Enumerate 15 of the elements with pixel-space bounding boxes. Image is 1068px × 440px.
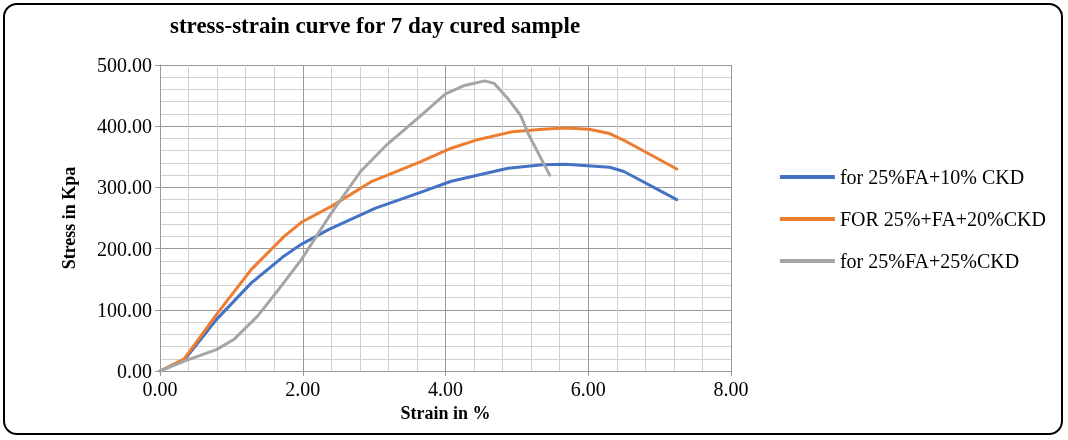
x-tick-label: 6.00 (570, 378, 606, 400)
y-tick-label: 100.00 (97, 298, 152, 321)
y-axis-title: Stress in Kpa (59, 166, 79, 270)
y-tick-label: 400.00 (97, 115, 152, 138)
legend-label: for 25%FA+10% CKD (839, 166, 1025, 188)
y-tick-label: 500.00 (97, 54, 152, 76)
chart-title: stress-strain curve for 7 day cured sample (170, 13, 581, 38)
legend-label: for 25%FA+25%CKD (839, 250, 1020, 272)
x-tick-label: 2.00 (285, 378, 321, 400)
x-tick-label: 4.00 (428, 378, 463, 400)
y-tick-label: 300.00 (97, 176, 152, 199)
y-tick-label: 200.00 (97, 237, 152, 260)
x-tick-label: 8.00 (713, 378, 749, 400)
x-axis-title: Strain in % (400, 402, 491, 423)
legend-label: FOR 25%+FA+20%CKD (839, 208, 1046, 230)
